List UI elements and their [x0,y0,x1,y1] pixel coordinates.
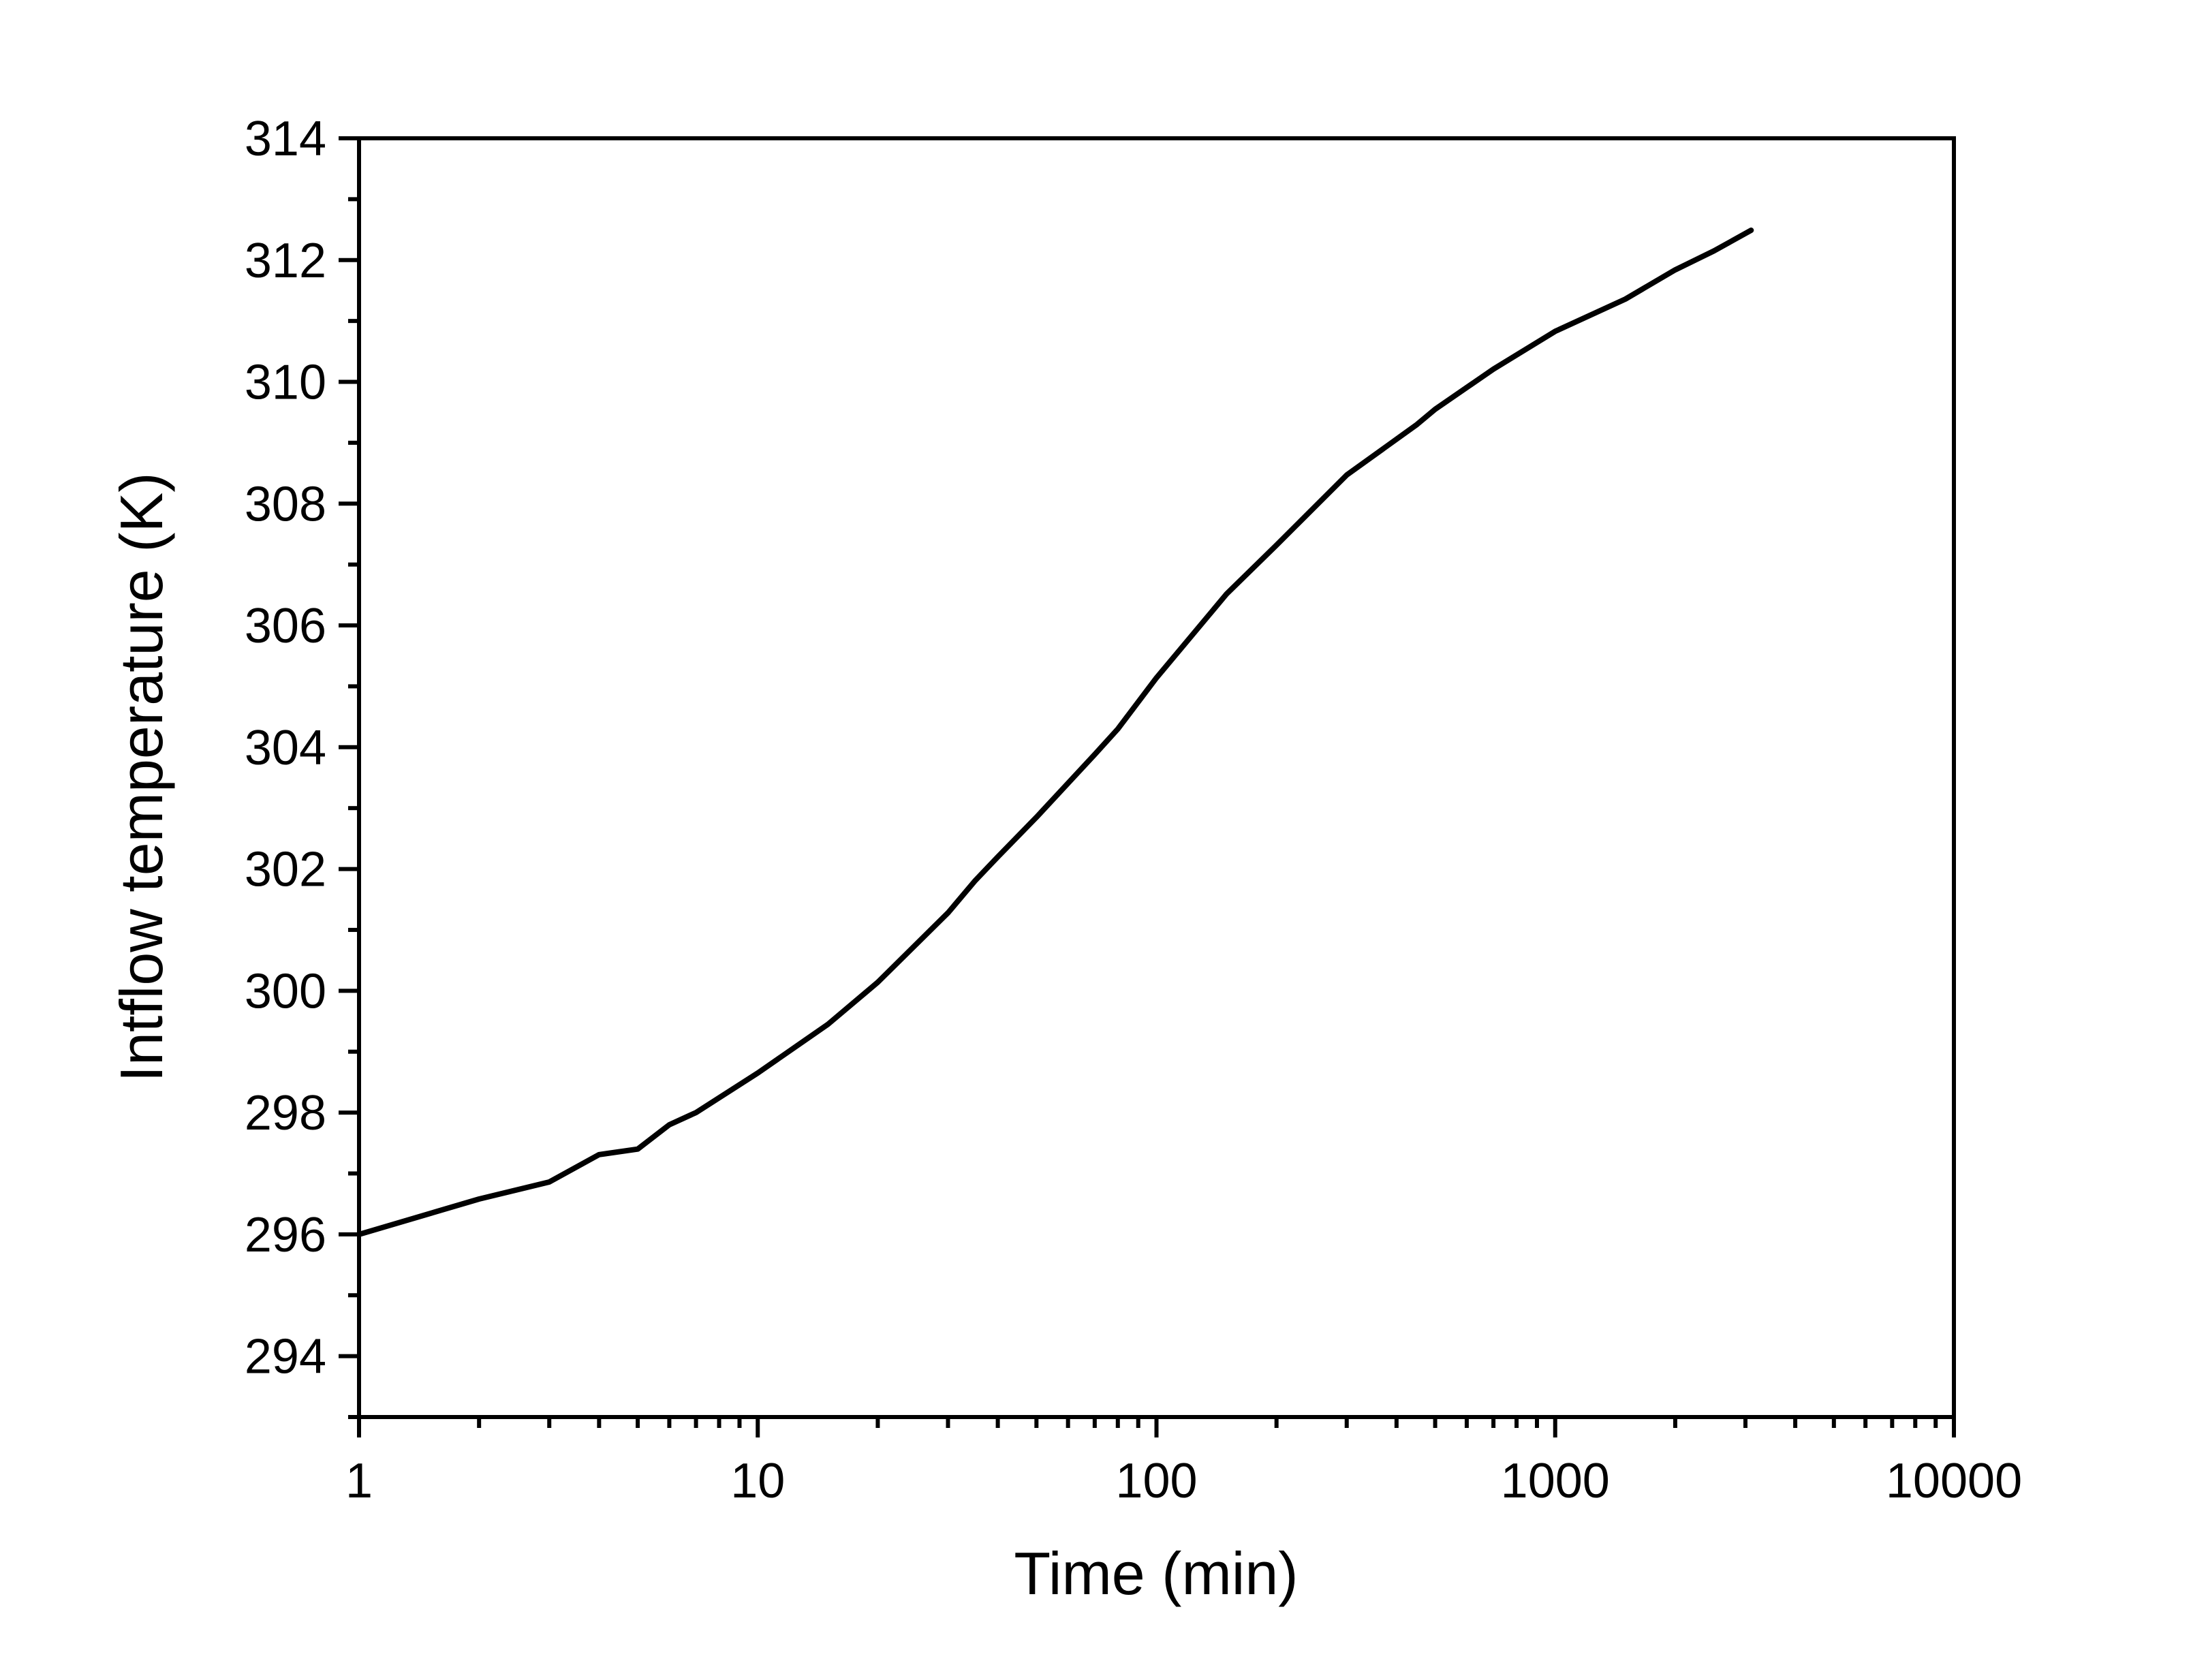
y-tick-label: 306 [245,599,326,653]
y-tick-label: 296 [245,1208,326,1262]
x-axis-ticks: 1 10 100 1000 10000 [345,1417,2022,1508]
x-tick-label: 100 [1115,1454,1197,1508]
y-tick-label: 300 [245,964,326,1018]
y-tick-label: 308 [245,477,326,531]
y-axis-title: Intflow temperature (K) [108,473,175,1083]
x-tick-label: 10 [730,1454,785,1508]
y-tick-label: 302 [245,843,326,897]
x-tick-label: 1000 [1501,1454,1610,1508]
y-tick-label: 312 [245,234,326,288]
y-tick-label: 314 [245,112,326,166]
y-tick-label: 304 [245,721,326,775]
x-tick-label: 10000 [1886,1454,2022,1508]
y-axis-ticks: 294 296 298 300 302 304 306 308 310 312 314 [245,112,359,1419]
plot-frame [357,136,1956,1419]
y-tick-label: 294 [245,1330,326,1384]
x-tick-label: 1 [345,1454,373,1508]
temperature-data-line [356,228,1754,1237]
y-tick-label: 310 [245,356,326,410]
y-tick-label: 298 [245,1086,326,1140]
x-axis-title: Time (min) [1014,1540,1298,1607]
